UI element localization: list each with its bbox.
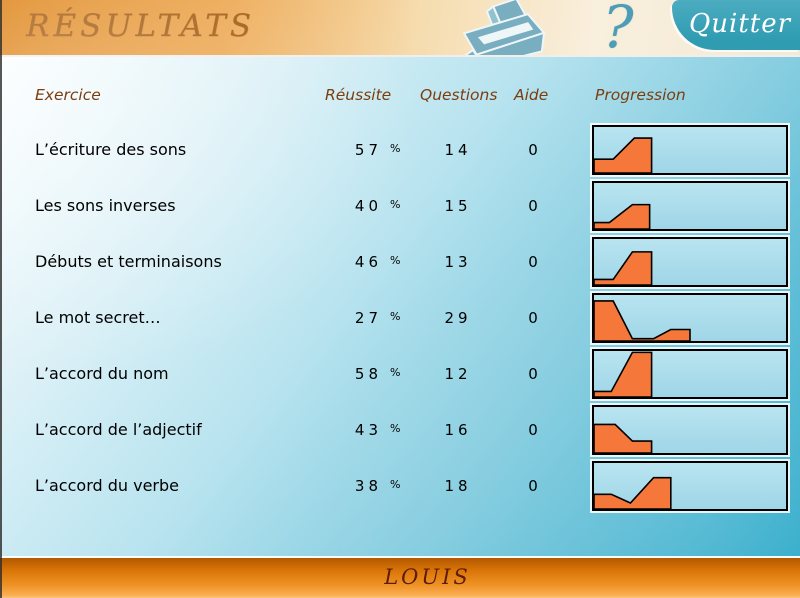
quit-button-label: Quitter bbox=[688, 9, 792, 39]
progression-chart bbox=[592, 461, 788, 511]
questions-value: 13 bbox=[444, 253, 472, 271]
questions-value: 18 bbox=[444, 477, 472, 495]
window-left-edge bbox=[0, 0, 2, 598]
exercise-name: L’écriture des sons bbox=[35, 140, 187, 159]
table-row: L’accord du nom 58% 12 0 bbox=[0, 347, 800, 401]
column-header-aide: Aide bbox=[514, 86, 549, 104]
success-value: 40 bbox=[354, 197, 382, 215]
printer-icon bbox=[448, 0, 546, 55]
question-mark-icon: ? bbox=[602, 0, 634, 56]
questions-value: 15 bbox=[444, 197, 472, 215]
success-value: 58 bbox=[354, 365, 382, 383]
table-row: L’écriture des sons 57% 14 0 bbox=[0, 123, 800, 177]
percent-sign: % bbox=[390, 422, 401, 435]
success-value: 27 bbox=[354, 309, 382, 327]
progression-area bbox=[594, 252, 652, 285]
percent-sign: % bbox=[390, 310, 401, 323]
progression-area bbox=[594, 138, 652, 173]
quit-button[interactable]: Quitter bbox=[672, 0, 800, 50]
progression-chart bbox=[592, 237, 788, 287]
exercise-name: Débuts et terminaisons bbox=[35, 252, 222, 271]
questions-value: 14 bbox=[444, 141, 472, 159]
success-value: 46 bbox=[354, 253, 382, 271]
aide-value: 0 bbox=[528, 253, 542, 271]
table-row: Débuts et terminaisons 46% 13 0 bbox=[0, 235, 800, 289]
progression-chart bbox=[592, 405, 788, 455]
column-header-questions: Questions bbox=[420, 86, 498, 104]
column-header-reussite: Réussite bbox=[325, 86, 392, 104]
percent-sign: % bbox=[390, 478, 401, 491]
progression-area bbox=[594, 424, 652, 453]
column-header-progression: Progression bbox=[595, 86, 686, 104]
print-button[interactable] bbox=[437, 0, 559, 55]
aide-value: 0 bbox=[528, 141, 542, 159]
progression-area bbox=[594, 301, 690, 341]
column-header-exercice: Exercice bbox=[35, 86, 101, 104]
footer-separator bbox=[0, 556, 800, 558]
aide-value: 0 bbox=[528, 477, 542, 495]
student-name: LOUIS bbox=[384, 565, 471, 589]
exercise-name: Le mot secret… bbox=[35, 308, 161, 327]
exercise-name: L’accord du nom bbox=[35, 364, 169, 383]
table-row: Le mot secret… 27% 29 0 bbox=[0, 291, 800, 345]
page-title: RÉSULTATS bbox=[26, 8, 255, 44]
success-value: 57 bbox=[354, 141, 382, 159]
percent-sign: % bbox=[390, 198, 401, 211]
header: RÉSULTATS ? Quitter bbox=[0, 0, 800, 57]
progression-area bbox=[594, 478, 671, 509]
success-value: 43 bbox=[354, 421, 382, 439]
aide-value: 0 bbox=[528, 421, 542, 439]
progression-area bbox=[594, 205, 650, 229]
aide-value: 0 bbox=[528, 309, 542, 327]
progression-chart bbox=[592, 293, 788, 343]
progression-chart bbox=[592, 349, 788, 399]
success-value: 38 bbox=[354, 477, 382, 495]
footer: LOUIS bbox=[0, 558, 800, 598]
percent-sign: % bbox=[390, 366, 401, 379]
table-row: L’accord de l’adjectif 43% 16 0 bbox=[0, 403, 800, 457]
percent-sign: % bbox=[390, 142, 401, 155]
aide-value: 0 bbox=[528, 197, 542, 215]
exercise-name: Les sons inverses bbox=[35, 196, 176, 215]
aide-value: 0 bbox=[528, 365, 542, 383]
progression-chart bbox=[592, 181, 788, 231]
exercise-name: L’accord de l’adjectif bbox=[35, 420, 202, 439]
questions-value: 29 bbox=[444, 309, 472, 327]
questions-value: 16 bbox=[444, 421, 472, 439]
percent-sign: % bbox=[390, 254, 401, 267]
exercise-name: L’accord du verbe bbox=[35, 476, 179, 495]
help-button[interactable]: ? bbox=[588, 0, 648, 56]
table-header: Exercice Réussite Questions Aide Progres… bbox=[0, 86, 800, 110]
progression-chart bbox=[592, 125, 788, 175]
table-row: Les sons inverses 40% 15 0 bbox=[0, 179, 800, 233]
table-row: L’accord du verbe 38% 18 0 bbox=[0, 459, 800, 513]
progression-area bbox=[594, 352, 652, 397]
questions-value: 12 bbox=[444, 365, 472, 383]
